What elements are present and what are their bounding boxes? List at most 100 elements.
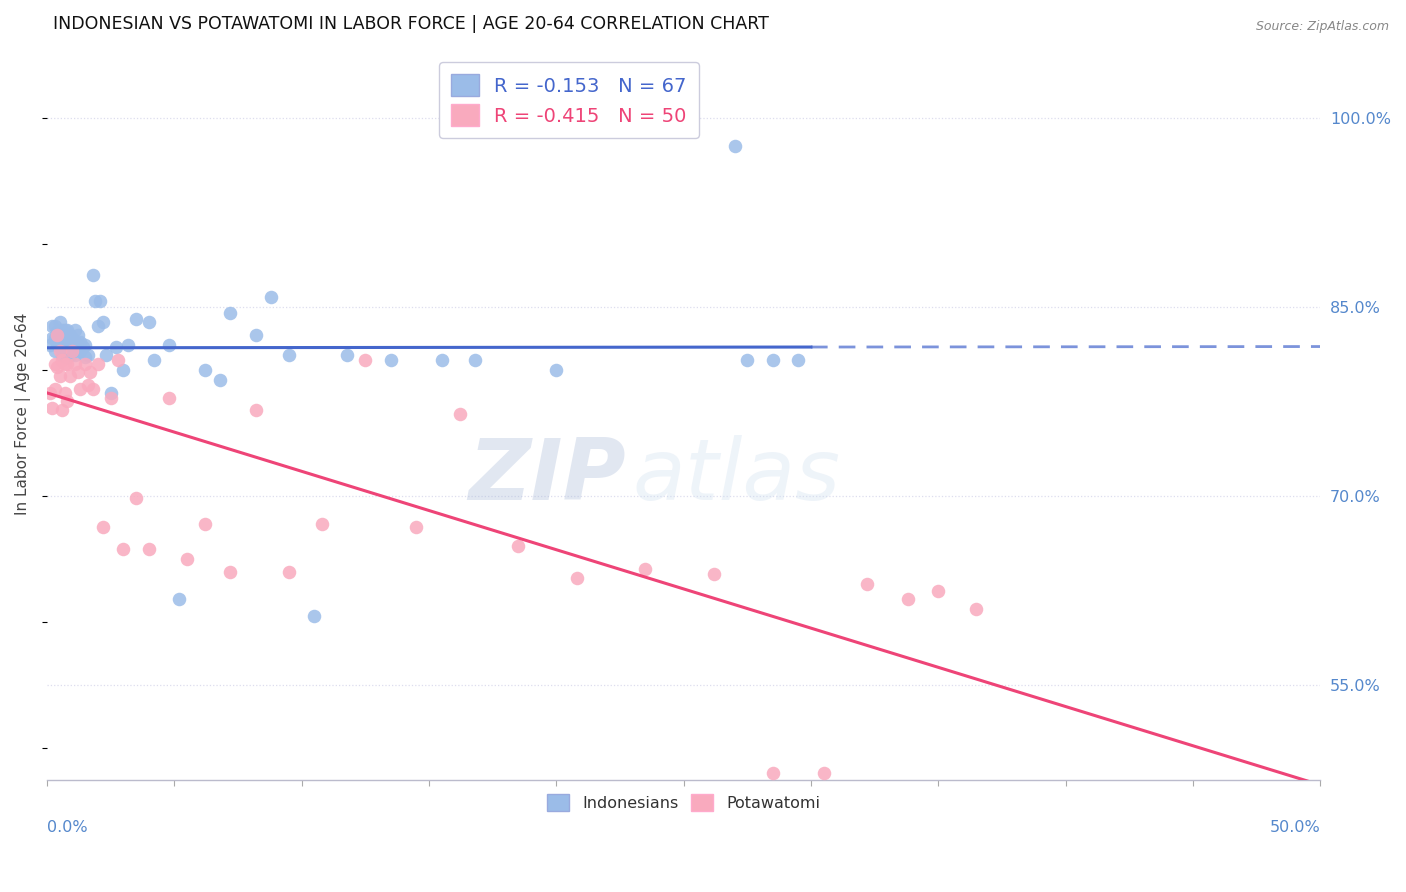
- Point: [194, 363, 217, 377]
- Point: [311, 516, 333, 531]
- Point: [59, 327, 82, 342]
- Point: [157, 391, 180, 405]
- Point: [897, 592, 920, 607]
- Point: [41, 331, 63, 345]
- Point: [44, 331, 66, 345]
- Point: [112, 363, 135, 377]
- Point: [219, 565, 242, 579]
- Point: [62, 343, 84, 358]
- Point: [723, 138, 745, 153]
- Point: [53, 357, 76, 371]
- Point: [48, 315, 70, 329]
- Point: [169, 592, 191, 607]
- Point: [737, 352, 759, 367]
- Point: [59, 348, 82, 362]
- Point: [63, 335, 86, 350]
- Point: [927, 583, 949, 598]
- Point: [62, 343, 84, 358]
- Point: [44, 318, 66, 333]
- Point: [46, 327, 69, 342]
- Point: [813, 766, 835, 780]
- Point: [336, 348, 359, 362]
- Point: [506, 540, 529, 554]
- Point: [79, 366, 101, 380]
- Point: [48, 369, 70, 384]
- Point: [277, 565, 299, 579]
- Point: [48, 331, 70, 345]
- Point: [69, 343, 91, 358]
- Point: [66, 327, 89, 342]
- Text: INDONESIAN VS POTAWATOMI IN LABOR FORCE | AGE 20-64 CORRELATION CHART: INDONESIAN VS POTAWATOMI IN LABOR FORCE …: [53, 15, 769, 33]
- Point: [138, 315, 160, 329]
- Point: [430, 352, 453, 367]
- Point: [75, 357, 97, 371]
- Point: [138, 541, 160, 556]
- Point: [56, 351, 79, 365]
- Point: [703, 567, 725, 582]
- Point: [66, 340, 89, 354]
- Point: [219, 306, 242, 320]
- Point: [44, 382, 66, 396]
- Legend: Indonesians, Potawatomi: Indonesians, Potawatomi: [538, 786, 828, 819]
- Point: [48, 340, 70, 354]
- Point: [762, 766, 785, 780]
- Point: [53, 343, 76, 358]
- Point: [69, 382, 91, 396]
- Point: [51, 352, 73, 367]
- Point: [380, 352, 402, 367]
- Point: [142, 352, 165, 367]
- Point: [245, 403, 267, 417]
- Point: [449, 407, 471, 421]
- Text: 50.0%: 50.0%: [1270, 820, 1320, 835]
- Point: [100, 385, 122, 400]
- Point: [56, 337, 79, 351]
- Y-axis label: In Labor Force | Age 20-64: In Labor Force | Age 20-64: [15, 313, 31, 516]
- Point: [72, 340, 94, 354]
- Point: [94, 348, 117, 362]
- Point: [53, 385, 76, 400]
- Point: [41, 401, 63, 415]
- Point: [354, 352, 377, 367]
- Point: [63, 322, 86, 336]
- Point: [53, 335, 76, 350]
- Point: [209, 373, 232, 387]
- Point: [46, 325, 69, 339]
- Point: [762, 352, 785, 367]
- Point: [75, 351, 97, 365]
- Point: [125, 491, 148, 506]
- Point: [76, 378, 98, 392]
- Point: [66, 366, 89, 380]
- Point: [41, 318, 63, 333]
- Point: [69, 335, 91, 350]
- Point: [75, 337, 97, 351]
- Point: [91, 520, 114, 534]
- Point: [59, 369, 82, 384]
- Point: [405, 520, 427, 534]
- Point: [38, 385, 60, 400]
- Point: [84, 293, 107, 308]
- Point: [62, 331, 84, 345]
- Point: [53, 322, 76, 336]
- Point: [56, 322, 79, 336]
- Point: [87, 318, 110, 333]
- Point: [194, 516, 217, 531]
- Point: [100, 391, 122, 405]
- Point: [89, 293, 111, 308]
- Point: [38, 337, 60, 351]
- Point: [966, 602, 988, 616]
- Point: [87, 357, 110, 371]
- Text: 0.0%: 0.0%: [46, 820, 87, 835]
- Point: [51, 348, 73, 362]
- Point: [176, 552, 198, 566]
- Point: [46, 337, 69, 351]
- Point: [112, 541, 135, 556]
- Point: [44, 357, 66, 371]
- Point: [104, 340, 127, 354]
- Text: Source: ZipAtlas.com: Source: ZipAtlas.com: [1256, 20, 1389, 33]
- Point: [56, 357, 79, 371]
- Point: [44, 343, 66, 358]
- Point: [107, 352, 129, 367]
- Point: [277, 348, 299, 362]
- Point: [63, 357, 86, 371]
- Point: [245, 327, 267, 342]
